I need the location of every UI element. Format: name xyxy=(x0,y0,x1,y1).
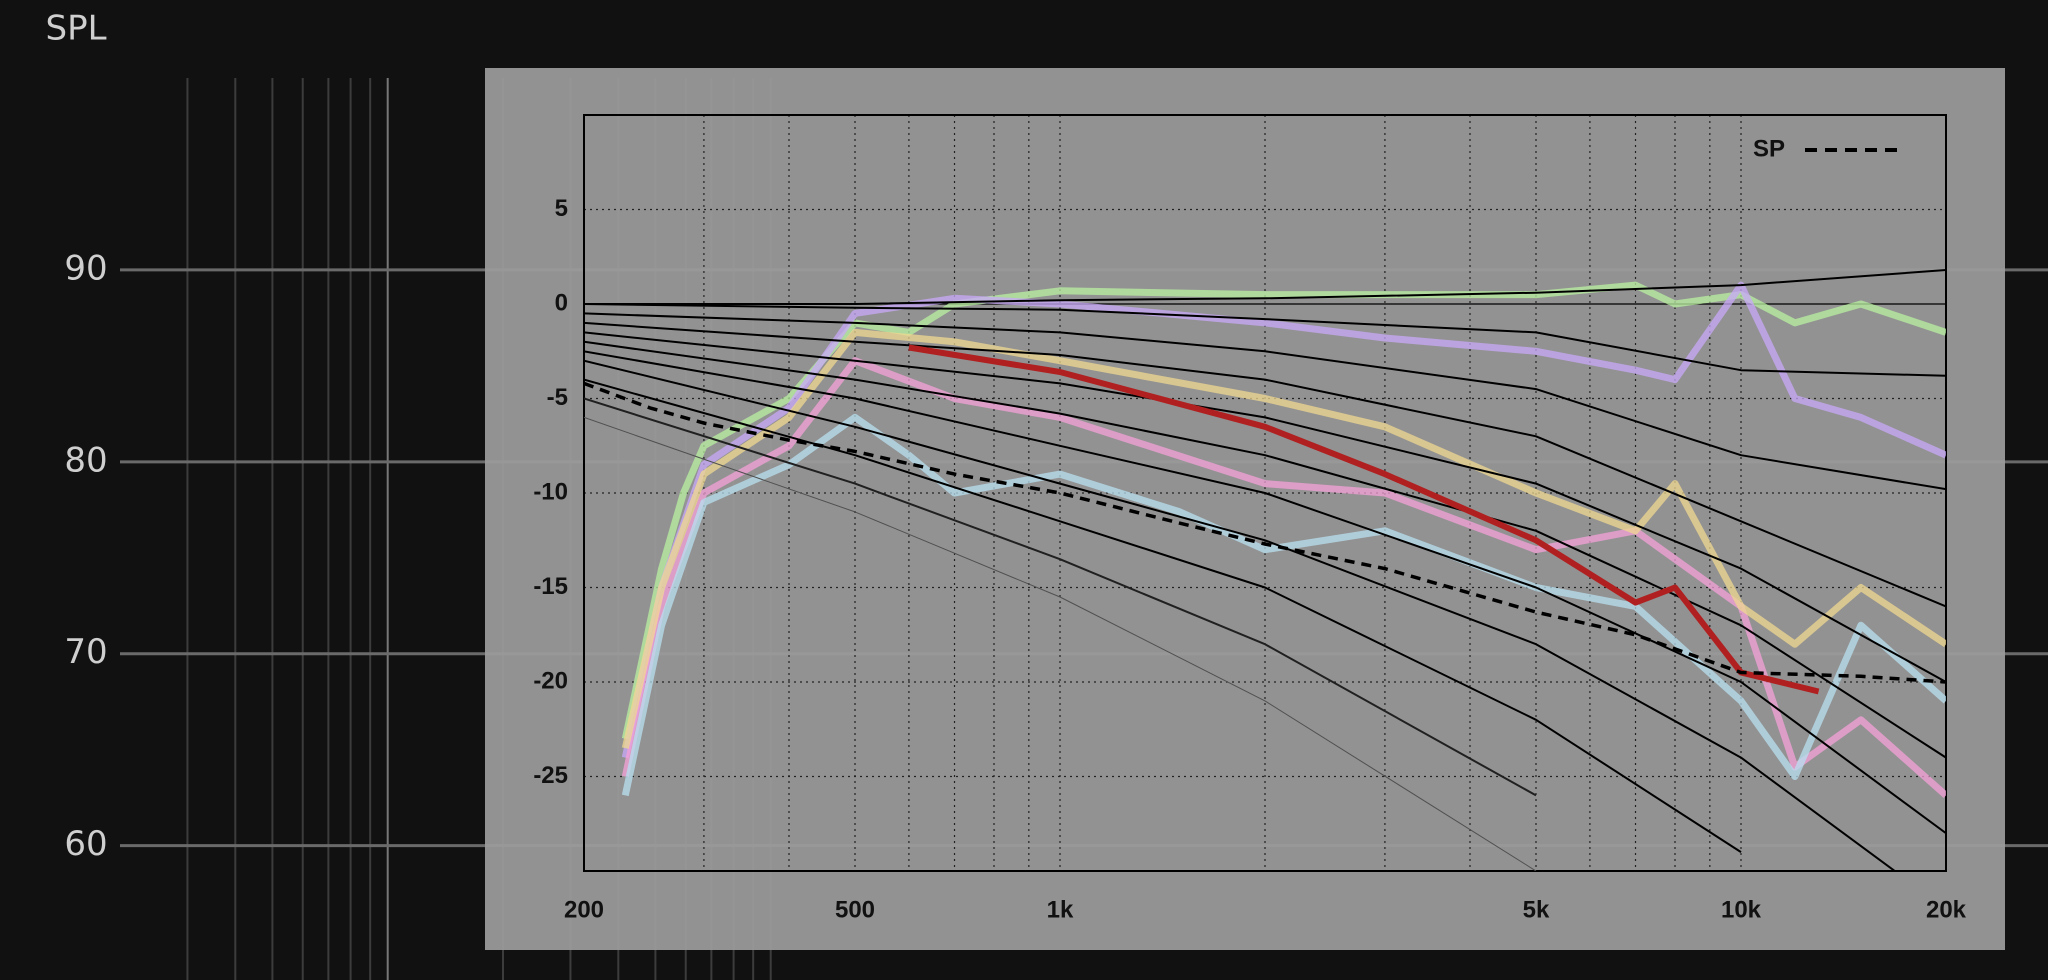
series-line xyxy=(621,413,1946,797)
x-tick-label: 1k xyxy=(1047,896,1074,923)
y-tick-label: 0 xyxy=(555,289,568,316)
plot-lines xyxy=(584,269,1946,871)
directivity-chart: 200 500 1k 5k 10k 20k 5 0 -5 -10 -15 -20 -25 SP xyxy=(533,114,1967,923)
y-tick-label: 80 xyxy=(64,440,107,480)
series-line xyxy=(584,303,1946,377)
series-line xyxy=(584,340,1946,759)
y-tick-label: 90 xyxy=(64,248,107,288)
y-tick-label: -20 xyxy=(533,667,568,694)
y-tick-label: 70 xyxy=(64,632,107,672)
y-axis-title: SPL xyxy=(45,9,106,49)
x-tick-label: 500 xyxy=(835,896,875,923)
series-line xyxy=(584,397,1537,797)
y-tick-label: -10 xyxy=(533,478,568,505)
x-tick-label: 20k xyxy=(1926,896,1967,923)
series-line xyxy=(584,312,1946,491)
y-tick-label: 5 xyxy=(555,195,568,222)
series-line xyxy=(584,321,1946,608)
series-line xyxy=(584,350,1946,835)
series-line xyxy=(621,357,1946,799)
legend-label: SP xyxy=(1753,135,1785,162)
y-tick-label: 60 xyxy=(64,824,107,864)
series-line xyxy=(584,359,1897,871)
y-tick-label: -5 xyxy=(547,384,568,411)
series-line xyxy=(584,378,1742,853)
series-line xyxy=(908,344,1820,695)
plot-frame xyxy=(583,114,1947,872)
series-line xyxy=(584,416,1537,871)
y-tick-label: -25 xyxy=(533,762,568,789)
x-tick-label: 10k xyxy=(1721,896,1762,923)
overlay-panel xyxy=(485,68,2005,950)
series-line xyxy=(584,381,1946,684)
x-tick-label: 5k xyxy=(1523,896,1550,923)
series-line xyxy=(584,331,1946,683)
series-line xyxy=(584,269,1946,305)
x-tick-label: 200 xyxy=(564,896,604,923)
y-tick-label: -15 xyxy=(533,573,568,600)
series-line xyxy=(621,281,1946,759)
series-line xyxy=(621,328,1946,749)
